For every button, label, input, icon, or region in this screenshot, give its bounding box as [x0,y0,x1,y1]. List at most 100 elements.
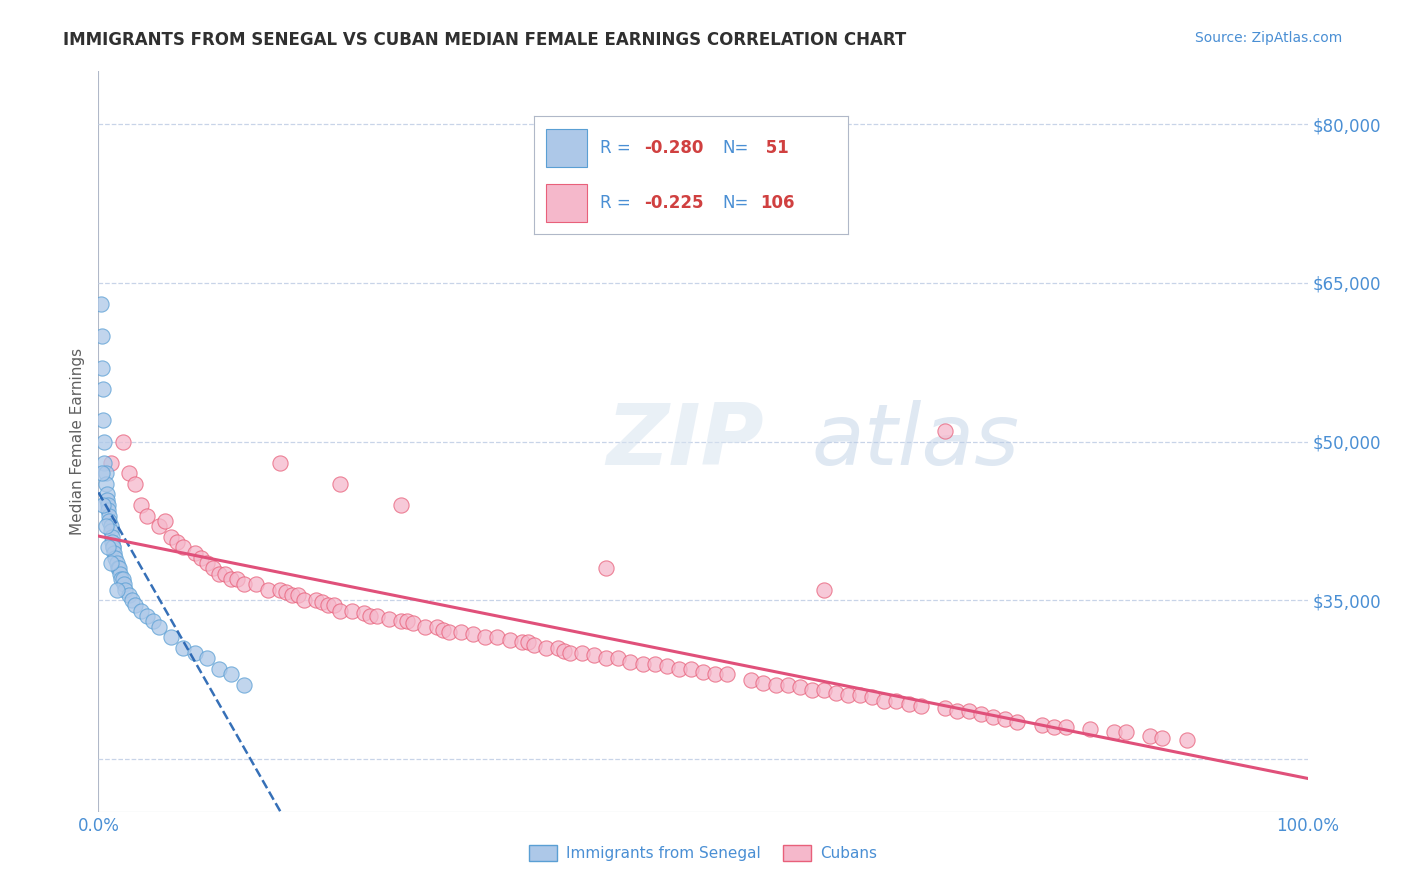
Point [655,658,678,673]
Point [534,640,557,655]
Point [172,541,194,555]
Point [668,662,690,676]
Point [91,498,114,512]
Point [124,599,146,613]
Point [946,704,969,718]
Point [1115,725,1137,739]
Point [474,630,496,644]
Point [129,604,152,618]
Point [837,689,859,703]
Point [849,689,872,703]
Point [970,707,993,722]
Point [486,630,509,644]
Point [166,535,188,549]
Y-axis label: Median Female Earnings: Median Female Earnings [70,348,86,535]
Point [910,698,932,713]
Point [305,593,328,607]
Point [287,588,309,602]
Point [91,413,114,427]
Point [463,627,485,641]
Point [1042,720,1064,734]
Point [91,360,114,375]
Point [860,690,883,705]
Point [450,624,472,639]
Text: Source: ZipAtlas.com: Source: ZipAtlas.com [1195,31,1343,45]
Point [800,683,823,698]
Point [679,662,702,676]
Point [135,609,157,624]
Point [329,476,352,491]
Point [873,694,896,708]
Point [97,503,120,517]
Point [553,644,575,658]
Point [886,694,908,708]
Point [426,620,449,634]
Point [619,655,641,669]
Point [208,662,231,676]
Point [153,514,176,528]
Point [281,588,304,602]
Point [366,609,388,624]
Point [342,604,364,618]
Point [90,297,112,311]
Point [704,667,727,681]
Point [112,577,135,591]
Point [121,593,143,607]
Point [813,582,835,597]
Point [221,572,243,586]
Point [172,640,194,655]
Point [292,593,315,607]
Point [1031,718,1053,732]
Point [813,683,835,698]
Point [360,609,382,624]
Point [94,519,117,533]
Point [97,541,120,555]
Point [692,665,714,679]
Point [631,657,654,671]
Point [148,519,170,533]
Point [129,498,152,512]
Point [160,630,183,644]
Point [377,612,399,626]
Point [437,624,460,639]
Point [91,328,114,343]
Point [353,606,375,620]
Point [957,704,980,718]
Point [184,546,207,560]
Point [111,572,134,586]
Point [571,646,593,660]
Point [148,620,170,634]
Point [142,615,165,629]
Point [1139,729,1161,743]
Point [389,615,412,629]
Point [1078,723,1101,737]
Point [323,599,346,613]
Point [498,633,520,648]
Point [114,582,136,597]
Point [752,675,775,690]
Point [107,561,129,575]
Point [118,588,141,602]
Point [245,577,267,591]
Point [825,686,848,700]
Point [97,498,120,512]
Point [389,498,412,512]
Point [516,635,538,649]
Point [91,467,114,481]
Point [510,635,533,649]
Point [934,424,956,438]
Point [100,530,122,544]
Point [100,519,122,533]
Point [108,566,131,581]
Point [432,623,454,637]
Point [274,584,297,599]
Point [135,508,157,523]
Point [184,646,207,660]
Point [413,620,436,634]
Point [195,556,218,570]
Point [100,456,122,470]
Point [98,514,121,528]
Point [208,566,231,581]
Point [93,434,115,449]
Point [934,701,956,715]
